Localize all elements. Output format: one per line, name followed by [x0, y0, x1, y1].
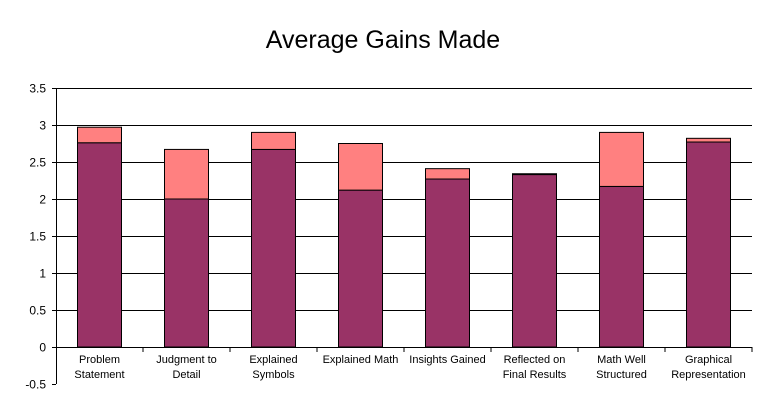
x-tick-label: Structured	[596, 369, 647, 381]
x-tick-label: Insights Gained	[409, 354, 485, 366]
bar-base	[251, 148, 296, 348]
y-tick-label: 3	[39, 119, 46, 133]
x-tick-label: Reflected on	[504, 354, 566, 366]
y-tick-label: 2	[39, 193, 46, 207]
y-tick-label: -0.5	[25, 378, 46, 392]
bar-base	[338, 189, 383, 348]
y-tick-label: 1	[39, 267, 46, 281]
y-tick-label: 0.5	[29, 304, 46, 318]
x-tick-label: Problem	[79, 354, 120, 366]
bar-gain	[425, 168, 470, 180]
bar-gain	[599, 131, 644, 187]
y-tick-label: 1.5	[29, 230, 46, 244]
y-tick-label: 3.5	[29, 82, 46, 96]
x-tick-label: Representation	[671, 369, 746, 381]
bar-base	[425, 178, 470, 348]
x-tick-label: Detail	[172, 369, 200, 381]
chart-title: Average Gains Made	[266, 26, 500, 54]
bar-base	[77, 142, 122, 348]
bar-gain	[338, 143, 383, 191]
y-tick-label: 2.5	[29, 156, 46, 170]
x-tick-label: Judgment to	[156, 354, 217, 366]
x-tick-label: Symbols	[252, 369, 295, 381]
bar-gain	[251, 131, 296, 150]
x-tick-label: Statement	[74, 369, 124, 381]
y-tick-label: 0	[39, 341, 46, 355]
bar-base	[599, 185, 644, 348]
bar-gain	[686, 137, 731, 143]
bar-gain	[164, 148, 209, 200]
x-tick-label: Math Well	[597, 354, 646, 366]
x-tick-label: Explained	[249, 354, 297, 366]
bar-base	[512, 173, 557, 348]
x-tick-label: Explained Math	[323, 354, 399, 366]
bar-base	[686, 141, 731, 348]
bar-gain	[77, 126, 122, 144]
bar-base	[164, 198, 209, 348]
x-tick-label: Final Results	[503, 369, 567, 381]
bar-gain	[512, 173, 557, 176]
x-tick-label: Graphical	[685, 354, 732, 366]
